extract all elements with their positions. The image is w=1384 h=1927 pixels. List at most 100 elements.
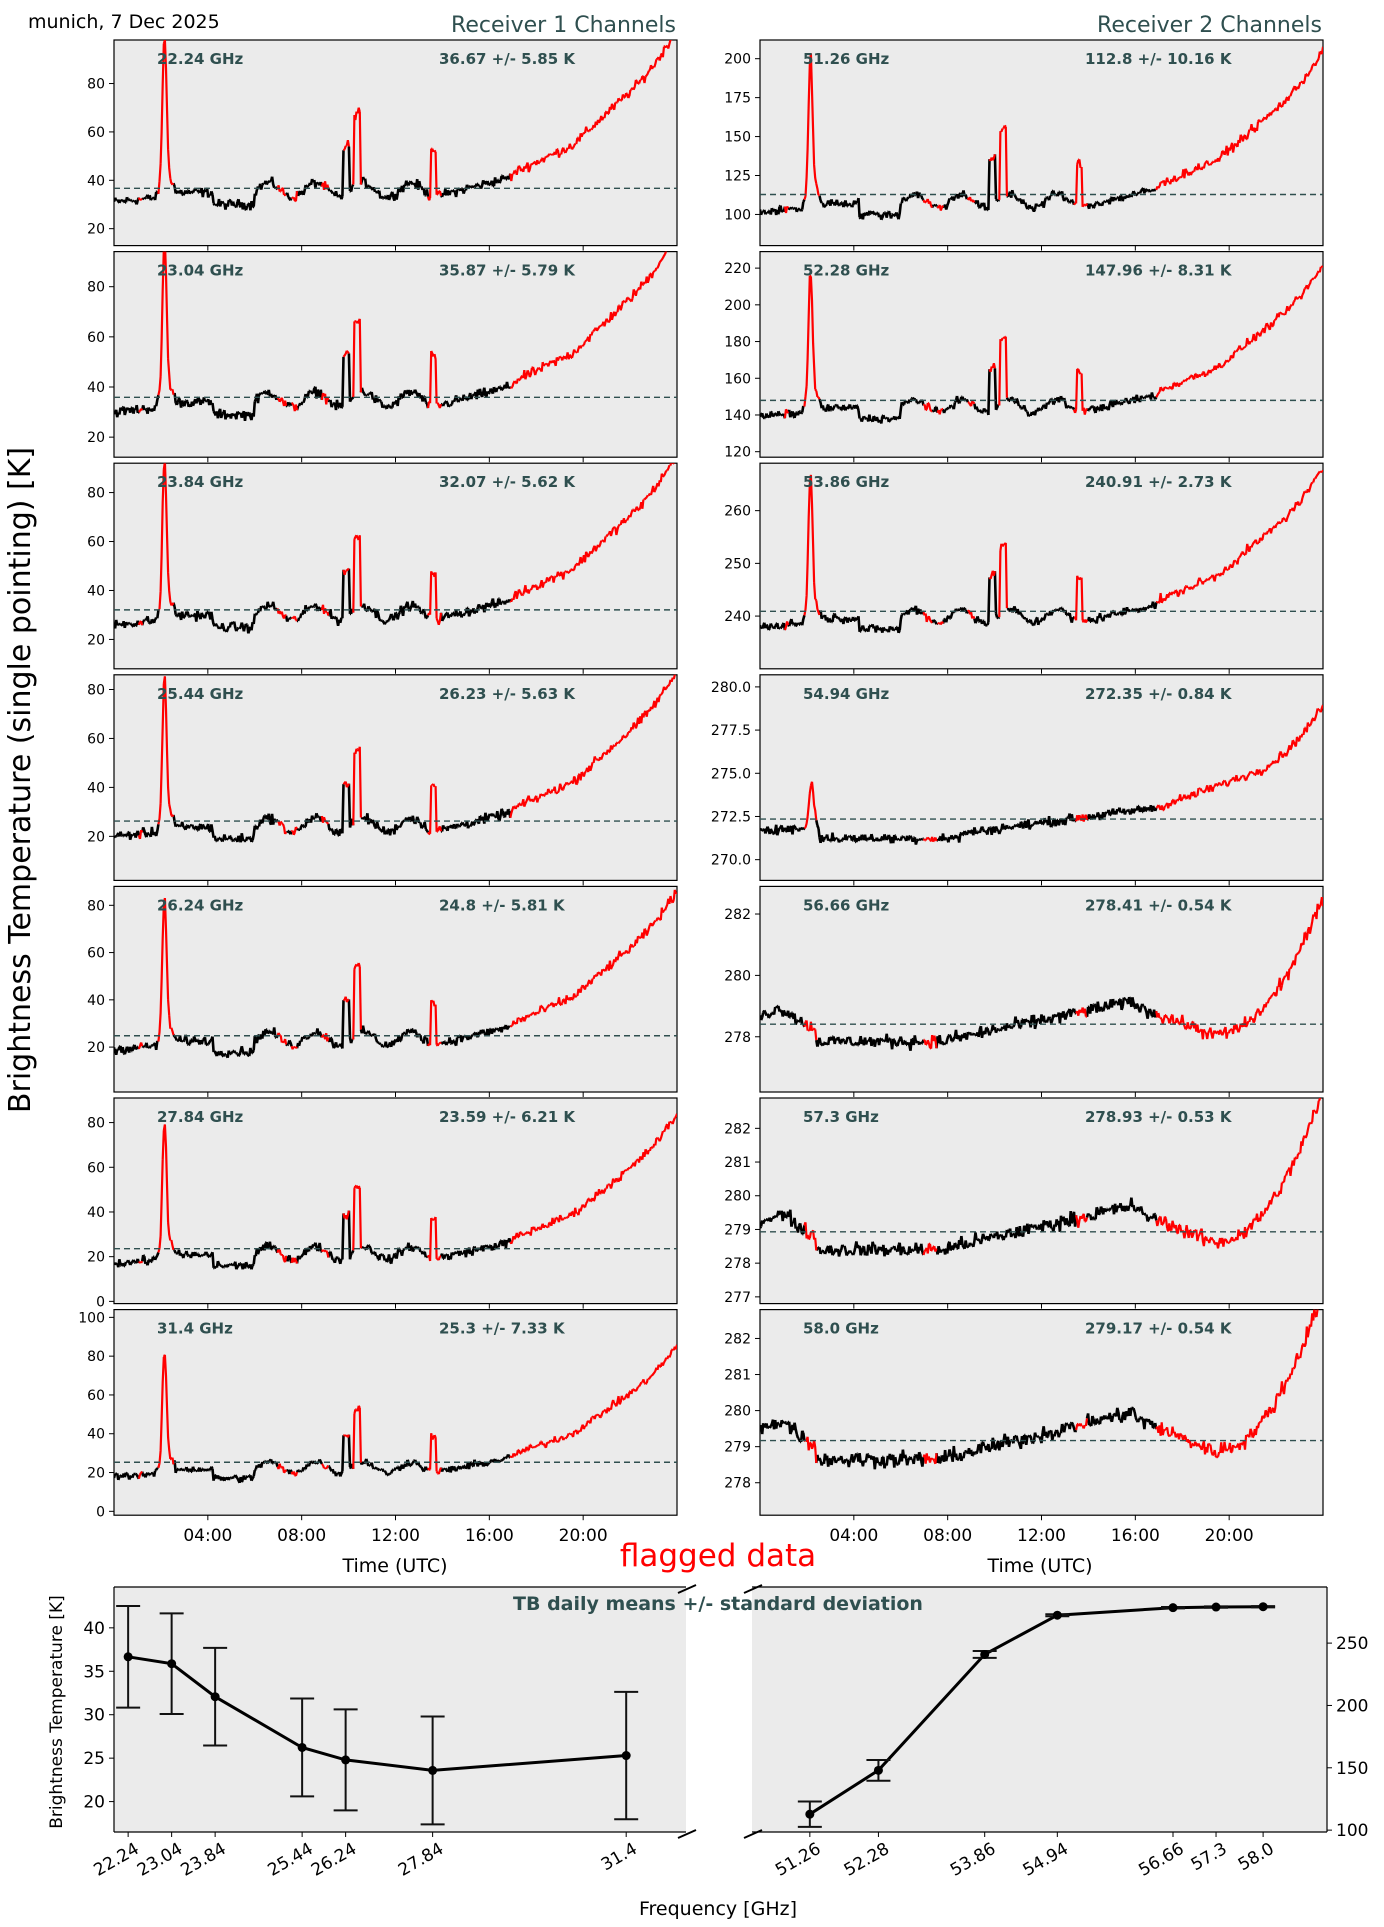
time-xlabel-left: Time (UTC): [341, 1555, 447, 1577]
y-tick-label: 220: [724, 261, 751, 277]
y-tick-label: 180: [724, 335, 751, 351]
y-tick-label: 20: [87, 829, 105, 845]
y-tick-label: 260: [724, 504, 751, 520]
flagged-data-line: [138, 1113, 677, 1264]
valid-data-line: [114, 1210, 512, 1270]
summary-left-bg: [114, 1587, 686, 1832]
y-tick-label: 277.5: [711, 723, 751, 739]
time-tick-label: 12:00: [1017, 1526, 1066, 1546]
timeseries-data: [760, 704, 1323, 845]
panel-52-28-ghz: 120 140 160 180 200 220 52.28 GHz 147.96 +/- 8.…: [724, 251, 1324, 463]
receiver2-column: 100 125 150 175 200 51.26 GHz 112.8 +/- 10.16 …: [711, 39, 1324, 1546]
panel-frame: [759, 39, 1324, 247]
y-tick-label: 40: [87, 780, 105, 796]
frequency-label: 26.24 GHz: [157, 896, 244, 914]
stats-label: 24.8 +/- 5.81 K: [439, 896, 566, 914]
timeseries-panels: 20 40 60 80 22.24 GHz 36.67 +/- 5.85 K 20 40 60 8…: [78, 39, 1324, 1546]
summary-title: TB daily means +/- standard deviation: [513, 1593, 923, 1615]
y-tick-label: 282: [724, 1121, 751, 1137]
stats-label: 240.91 +/- 2.73 K: [1085, 473, 1233, 491]
y-tick-label: 278: [724, 1476, 751, 1492]
panel-51-26-ghz: 100 125 150 175 200 51.26 GHz 112.8 +/- 10.16 …: [724, 39, 1324, 251]
stats-label: 25.3 +/- 7.33 K: [439, 1320, 566, 1338]
y-tick-label: 0: [96, 1294, 105, 1310]
timeseries-data: [114, 40, 673, 211]
panel-frame: [759, 1097, 1324, 1305]
y-tick-label: 80: [87, 280, 105, 296]
flagged-data-line: [137, 889, 677, 1050]
y-tick-label: 280: [724, 968, 751, 984]
data-point: [1211, 1602, 1221, 1612]
summary-x-tick-label: 56.66: [1135, 1839, 1187, 1881]
data-point: [980, 1649, 990, 1659]
time-tick-label: 16:00: [465, 1526, 514, 1546]
receiver1-column: 20 40 60 80 22.24 GHz 36.67 +/- 5.85 K 20 40 60 8…: [78, 39, 678, 1546]
y-tick-label: 60: [87, 330, 105, 346]
panel-frame: [759, 1308, 1324, 1516]
summary-y-tick-label: 35: [83, 1662, 105, 1682]
summary-x-tick-label: 53.86: [947, 1839, 999, 1881]
y-tick-label: 80: [87, 682, 105, 698]
panel-23-84-ghz: 20 40 60 80 23.84 GHz 32.07 +/- 5.62 K: [87, 462, 678, 674]
time-xlabel-right: Time (UTC): [986, 1555, 1092, 1577]
timeseries-data: [760, 265, 1323, 424]
y-tick-label: 60: [87, 1388, 105, 1404]
panel-26-24-ghz: 20 40 60 80 26.24 GHz 24.8 +/- 5.81 K: [87, 885, 678, 1097]
summary-y-tick-label: 40: [83, 1619, 105, 1639]
y-tick-label: 60: [87, 731, 105, 747]
valid-data-line: [114, 568, 512, 634]
frequency-label: 23.84 GHz: [157, 473, 244, 491]
valid-data-line: [760, 154, 1158, 221]
valid-data-line: [114, 146, 512, 211]
stats-label: 112.8 +/- 10.16 K: [1085, 50, 1233, 68]
summary-y-tick-label: 150: [1336, 1759, 1368, 1779]
panel-23-04-ghz: 20 40 60 80 23.04 GHz 35.87 +/- 5.79 K: [87, 251, 678, 463]
y-tick-label: 281: [724, 1368, 751, 1384]
y-tick-label: 60: [87, 535, 105, 551]
data-point: [297, 1742, 307, 1752]
y-tick-label: 278: [724, 1256, 751, 1272]
frequency-label: 57.3 GHz: [803, 1108, 879, 1126]
time-tick-label: 16:00: [1111, 1526, 1160, 1546]
receiver1-title: Receiver 1 Channels: [451, 13, 676, 38]
receiver2-title: Receiver 2 Channels: [1097, 13, 1322, 38]
summary-y-tick-label: 250: [1336, 1634, 1368, 1654]
y-tick-label: 20: [87, 1466, 105, 1482]
flagged-data-line: [137, 40, 673, 203]
y-tick-label: 20: [87, 1250, 105, 1266]
y-tick-label: 125: [724, 169, 751, 185]
y-tick-label: 40: [87, 173, 105, 189]
y-tick-label: 120: [724, 445, 751, 461]
valid-data-line: [760, 1197, 1158, 1257]
shared-ylabel: Brightness Temperature (single pointing)…: [3, 447, 38, 1113]
summary-x-tick-label: 51.26: [772, 1839, 824, 1881]
panel-57-3-ghz: 277 278 279 280 281 282 57.3 GHz 278.93 +/- 0.5…: [724, 1097, 1324, 1309]
panel-frame: [113, 1308, 678, 1516]
y-tick-label: 60: [87, 1160, 105, 1176]
y-tick-label: 200: [724, 298, 751, 314]
y-tick-label: 40: [87, 993, 105, 1009]
stats-label: 23.59 +/- 6.21 K: [439, 1108, 576, 1126]
data-point: [1168, 1603, 1178, 1613]
summary-x-tick-label: 31.4: [598, 1839, 641, 1875]
panel-frame: [759, 251, 1324, 458]
timeseries-data: [114, 463, 675, 634]
y-tick-label: 60: [87, 125, 105, 141]
stats-label: 35.87 +/- 5.79 K: [439, 262, 576, 280]
summary-ylabel: Brightness Temperature [K]: [47, 1595, 67, 1828]
time-tick-label: 20:00: [1205, 1526, 1254, 1546]
timeseries-data: [114, 674, 676, 843]
timeseries-data: [760, 46, 1323, 221]
timeseries-data: [760, 469, 1323, 634]
valid-data-line: [760, 571, 1158, 634]
y-tick-label: 175: [724, 91, 751, 107]
panel-58-0-ghz: 278 279 280 281 282 58.0 GHz 279.17 +/- 0.54 K…: [724, 1308, 1324, 1546]
summary-x-tick-label: 54.94: [1020, 1839, 1072, 1881]
y-tick-label: 270.0: [711, 853, 751, 869]
summary-y-tick-label: 20: [83, 1793, 105, 1813]
axis-break-mark: [743, 1829, 763, 1839]
stats-label: 278.41 +/- 0.54 K: [1085, 896, 1233, 914]
stats-label: 272.35 +/- 0.84 K: [1085, 685, 1233, 703]
valid-data-line: [114, 353, 511, 422]
y-tick-label: 280: [724, 1189, 751, 1205]
